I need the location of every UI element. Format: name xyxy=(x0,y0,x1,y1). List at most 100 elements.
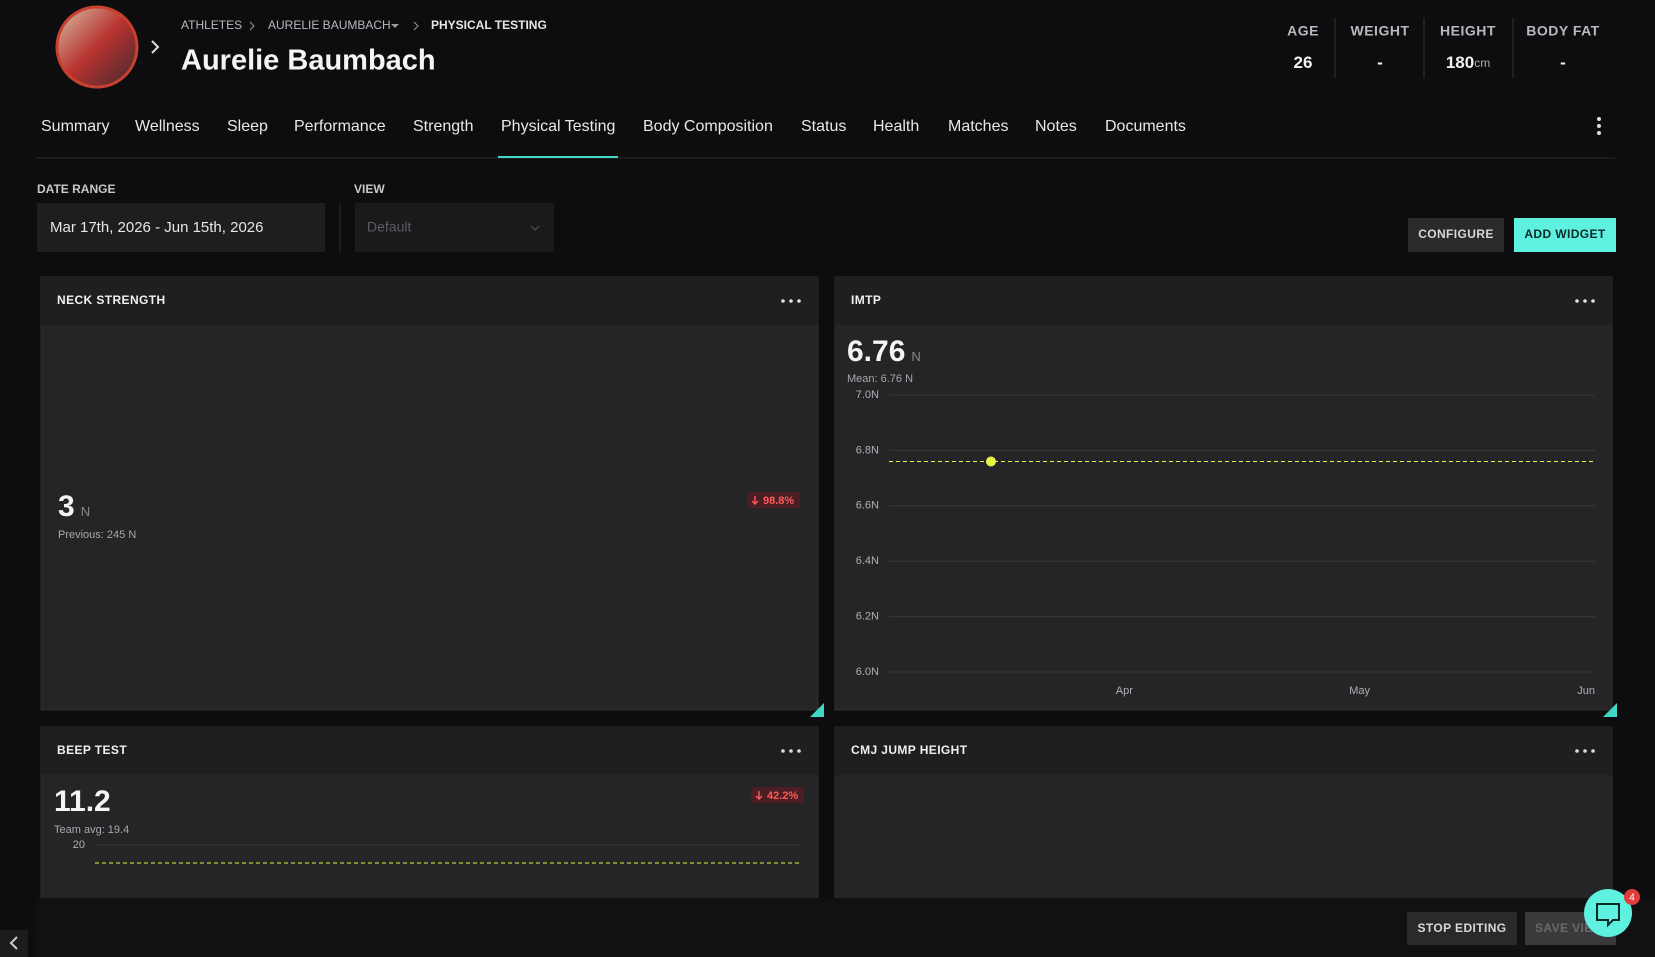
y-tick-label: 20 xyxy=(73,839,85,851)
stats: AGE 26 WEIGHT - HEIGHT 180cm BODY FAT - xyxy=(1287,23,1600,73)
stop-editing-button[interactable] xyxy=(1407,912,1517,945)
add-widget-button[interactable] xyxy=(1514,218,1616,252)
stop-editing-label[interactable]: STOP EDITING xyxy=(1417,921,1506,935)
widget-header xyxy=(41,277,818,325)
down-arrow xyxy=(755,791,763,800)
metric-unit: N xyxy=(81,504,90,519)
change-badge xyxy=(747,492,800,508)
dropdown-icon xyxy=(530,225,540,231)
widget-card xyxy=(834,276,1613,711)
filter-label: VIEW xyxy=(354,182,385,196)
y-tick-label: 6.8N xyxy=(856,444,879,456)
metric-value: 6.76 N xyxy=(847,335,921,368)
breadcrumb[interactable]: AURELIE BAUMBACH xyxy=(268,18,391,32)
stat-value: - xyxy=(1560,53,1566,72)
more-menu[interactable] xyxy=(1597,117,1601,135)
resize-handle[interactable] xyxy=(810,703,824,717)
stat-unit: cm xyxy=(1474,56,1490,70)
widget-menu[interactable] xyxy=(1583,749,1587,753)
stat-value: - xyxy=(1377,53,1383,72)
widget-title: NECK STRENGTH xyxy=(57,293,166,307)
metric-value: 11.2 xyxy=(54,785,111,818)
collapse-icon xyxy=(9,936,18,950)
add-widget-button-label[interactable]: ADD WIDGET xyxy=(1524,227,1606,241)
athlete-name: Aurelie Baumbach xyxy=(181,45,436,77)
tab[interactable]: Health xyxy=(873,118,919,135)
y-tick-label: 6.2N xyxy=(856,611,879,623)
widget-header xyxy=(835,277,1612,325)
expand-icon[interactable] xyxy=(151,40,160,54)
view-value[interactable]: Default xyxy=(367,219,411,235)
widget-menu[interactable] xyxy=(1583,299,1587,303)
y-tick-label: 6.0N xyxy=(856,666,879,678)
metric-value: 3 xyxy=(58,490,75,523)
stat-label: BODY FAT xyxy=(1526,23,1600,39)
widget-menu[interactable] xyxy=(789,749,793,753)
view-select[interactable] xyxy=(355,203,554,252)
beep-chart: 20 xyxy=(73,839,802,864)
date-range-input[interactable] xyxy=(37,203,325,252)
chat-icon xyxy=(1596,903,1620,928)
widget-title: BEEP TEST xyxy=(57,743,127,757)
metric-unit: N xyxy=(911,349,920,364)
stat-label: HEIGHT xyxy=(1440,23,1496,39)
y-tick-label: 6.4N xyxy=(856,555,879,567)
notification-count: 4 xyxy=(1629,893,1635,904)
breadcrumb[interactable]: ATHLETES xyxy=(181,18,242,32)
x-tick-label: Apr xyxy=(1116,685,1133,697)
chevron xyxy=(413,21,419,31)
tab[interactable]: Status xyxy=(801,118,846,135)
down-arrow xyxy=(751,496,759,505)
x-tick-label: May xyxy=(1349,685,1370,697)
x-tick-label: Jun xyxy=(1577,685,1595,697)
metric-value: 11.2 xyxy=(54,785,111,818)
chevron xyxy=(249,21,255,31)
metric-value: 6.76 xyxy=(847,335,905,368)
mean-value: Mean: 6.76 N xyxy=(847,373,913,385)
collapse-button[interactable] xyxy=(0,930,28,957)
tab[interactable]: Matches xyxy=(948,118,1008,135)
widget-title: CMJ JUMP HEIGHT xyxy=(851,743,968,757)
avatar[interactable] xyxy=(55,5,139,89)
widget-menu[interactable] xyxy=(1591,299,1595,303)
widget-menu[interactable] xyxy=(1575,299,1579,303)
widget-menu[interactable] xyxy=(1575,749,1579,753)
dropdown-icon[interactable] xyxy=(391,24,399,28)
tab[interactable]: Documents xyxy=(1105,118,1186,135)
stat-value: - xyxy=(1377,53,1383,72)
change-badge xyxy=(751,787,804,803)
chat-button[interactable] xyxy=(1584,889,1632,937)
change-value: 42.2% xyxy=(767,790,798,802)
widget-menu[interactable] xyxy=(797,299,801,303)
stat-value: 26 xyxy=(1294,53,1313,72)
widget-menu[interactable] xyxy=(789,299,793,303)
widget-menu[interactable] xyxy=(781,749,785,753)
widget-menu[interactable] xyxy=(797,749,801,753)
widget-menu[interactable] xyxy=(781,299,785,303)
save-view-label[interactable]: SAVE VIEW xyxy=(1535,921,1605,935)
widget-header xyxy=(41,727,818,775)
tab[interactable]: Notes xyxy=(1035,118,1077,135)
configure-button-label[interactable]: CONFIGURE xyxy=(1418,227,1494,241)
resize-handle[interactable] xyxy=(1603,703,1617,717)
y-tick-label: 7.0N xyxy=(856,389,879,401)
tab[interactable]: Wellness xyxy=(135,118,200,135)
tabs: Summary Wellness Sleep Performance Strength P… xyxy=(41,118,1186,135)
tab[interactable]: Performance xyxy=(294,118,386,135)
stat-label: WEIGHT xyxy=(1351,23,1410,39)
tab[interactable]: Summary xyxy=(41,118,109,135)
date-range-value[interactable]: Mar 17th, 2026 - Jun 15th, 2026 xyxy=(50,219,263,236)
tab[interactable]: Physical Testing xyxy=(501,118,615,135)
configure-button[interactable] xyxy=(1408,218,1504,252)
stat-value: - xyxy=(1560,53,1566,72)
widget-menu[interactable] xyxy=(1591,749,1595,753)
tab[interactable]: Strength xyxy=(413,118,473,135)
tab[interactable]: Sleep xyxy=(227,118,268,135)
data-point[interactable] xyxy=(985,456,996,467)
team-average: Team avg: 19.4 xyxy=(54,824,129,836)
filter-label: DATE RANGE xyxy=(37,182,115,196)
tab[interactable]: Body Composition xyxy=(643,118,773,135)
stat-label: AGE xyxy=(1287,23,1319,39)
stat-value: 26 xyxy=(1294,53,1313,72)
